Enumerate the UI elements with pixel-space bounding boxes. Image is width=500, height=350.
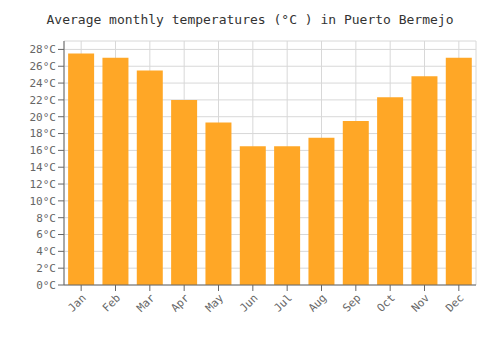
svg-text:Jun: Jun	[237, 291, 260, 314]
html-text:Average monthly temperatures (: Average monthly temperatures (°C ) in Pu…	[46, 12, 454, 27]
svg-text:28°C: 28°C	[30, 43, 57, 56]
svg-text:22°C: 22°C	[30, 94, 57, 107]
svg-text:Feb: Feb	[100, 291, 123, 314]
svg-text:20°C: 20°C	[30, 111, 57, 124]
svg-text:Apr: Apr	[169, 291, 193, 315]
svg-text:10°C: 10°C	[30, 195, 57, 208]
svg-text:Jan: Jan	[66, 291, 89, 314]
svg-text:Dec: Dec	[443, 291, 466, 314]
svg-text:4°C: 4°C	[36, 245, 56, 258]
svg-text:6°C: 6°C	[36, 228, 56, 241]
svg-text:Sep: Sep	[340, 291, 363, 314]
svg-text:16°C: 16°C	[30, 144, 57, 157]
svg-text:Aug: Aug	[306, 291, 329, 314]
svg-text:12°C: 12°C	[30, 178, 57, 191]
svg-text:8°C: 8°C	[36, 212, 56, 225]
svg-text:Nov: Nov	[409, 291, 433, 315]
svg-text:May: May	[203, 291, 227, 315]
svg-text:Oct: Oct	[375, 291, 398, 314]
svg-text:2°C: 2°C	[36, 262, 56, 275]
svg-text:Mar: Mar	[134, 291, 158, 315]
svg-text:14°C: 14°C	[30, 161, 57, 174]
svg-text:Jul: Jul	[272, 291, 295, 314]
svg-text:24°C: 24°C	[30, 77, 57, 90]
svg-text:26°C: 26°C	[30, 60, 57, 73]
svg-text:18°C: 18°C	[30, 127, 57, 140]
svg-text:0°C: 0°C	[36, 279, 56, 292]
